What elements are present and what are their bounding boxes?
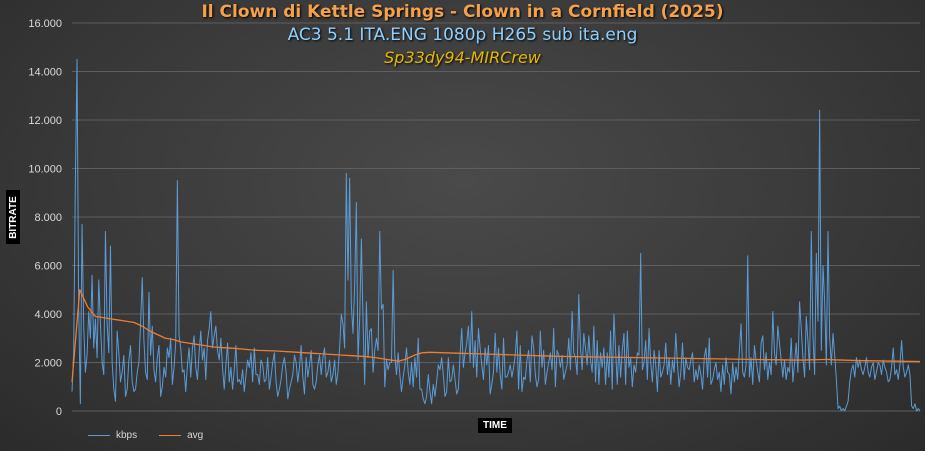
chart-title: Il Clown di Kettle Springs - Clown in a … <box>201 2 724 22</box>
y-tick-label: 12.000 <box>28 115 62 127</box>
gridlines <box>72 22 920 412</box>
legend-label-kbps: kbps <box>116 430 138 441</box>
series-layer <box>71 58 921 412</box>
y-tick-label: 14.000 <box>28 67 62 79</box>
y-tick-label: 0 <box>56 406 62 418</box>
y-tick-label: 4.000 <box>34 309 62 321</box>
y-tick-label: 8.000 <box>34 212 62 224</box>
y-axis-label: BITRATE <box>6 190 20 244</box>
y-axis-label-text: BITRATE <box>7 195 19 239</box>
legend-swatch-kbps <box>88 435 110 436</box>
legend-swatch-avg <box>159 435 182 436</box>
series-line-kbps <box>71 58 921 412</box>
y-tick-label: 2.000 <box>34 358 62 370</box>
chart-credit: Sp33dy94-MIRCrew <box>384 48 541 67</box>
y-tick-label: 10.000 <box>28 164 62 176</box>
legend: kbps avg <box>88 430 203 441</box>
chart-subtitle: AC3 5.1 ITA.ENG 1080p H265 sub ita.eng <box>287 25 638 45</box>
legend-item-avg: avg <box>159 430 203 441</box>
x-axis-label: TIME <box>478 418 512 433</box>
legend-label-avg: avg <box>187 430 204 441</box>
y-tick-label: 6.000 <box>34 261 62 273</box>
y-tick-labels: 0 2.000 4.000 6.000 8.000 10.000 12.000 14.000 1… <box>28 18 62 418</box>
series-line-avg <box>71 289 921 382</box>
legend-item-kbps: kbps <box>88 430 137 441</box>
y-tick-label: 16.000 <box>28 18 62 30</box>
